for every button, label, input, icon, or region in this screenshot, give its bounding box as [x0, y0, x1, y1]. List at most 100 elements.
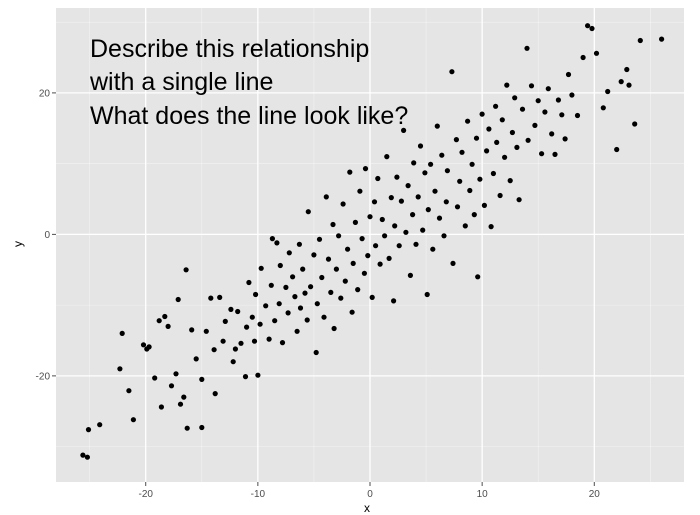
annotation-line-2: with a single line	[89, 68, 273, 96]
data-point	[479, 111, 485, 117]
data-point	[333, 266, 339, 272]
data-point	[422, 170, 428, 176]
data-point	[436, 215, 443, 221]
data-point	[266, 336, 272, 342]
data-point	[313, 349, 319, 356]
data-point	[314, 301, 320, 307]
data-point	[331, 325, 337, 332]
data-point	[177, 401, 184, 407]
data-point	[345, 246, 351, 252]
y-axis-title: y	[11, 241, 25, 247]
data-point	[279, 340, 286, 346]
x-axis-title: x	[364, 501, 370, 515]
data-point	[217, 294, 223, 300]
data-point	[362, 166, 369, 172]
data-point	[391, 298, 397, 304]
data-point	[432, 188, 438, 194]
data-point	[388, 195, 394, 201]
data-point	[398, 198, 404, 204]
data-point	[373, 243, 379, 249]
data-point	[514, 144, 520, 150]
data-point	[199, 424, 205, 431]
data-point	[297, 305, 304, 311]
data-point	[349, 309, 355, 315]
data-point	[367, 214, 373, 220]
data-point	[184, 425, 190, 431]
data-point	[632, 121, 638, 127]
data-point	[181, 394, 187, 400]
data-point	[618, 79, 624, 85]
data-point	[296, 241, 302, 247]
data-point	[292, 294, 298, 300]
data-point	[600, 105, 606, 111]
data-point	[559, 112, 565, 118]
data-point	[441, 233, 447, 239]
data-point	[220, 338, 226, 344]
data-point	[605, 88, 611, 95]
data-point	[263, 303, 269, 309]
data-point	[285, 310, 291, 316]
data-point	[512, 95, 518, 101]
data-point	[494, 139, 500, 145]
data-point	[481, 202, 487, 208]
data-point	[403, 229, 409, 235]
data-point	[574, 112, 581, 119]
data-point	[589, 25, 595, 32]
data-point	[316, 236, 323, 242]
x-tick-label: 20	[589, 489, 601, 500]
data-point	[369, 294, 375, 300]
y-tick-label: 20	[39, 88, 51, 99]
grid-lines	[56, 8, 684, 482]
data-point	[305, 209, 311, 215]
data-point	[484, 148, 490, 154]
annotation-line-3: What does the line look like?	[90, 102, 408, 130]
data-point	[580, 54, 586, 61]
data-point	[473, 135, 480, 141]
data-point	[449, 69, 455, 75]
data-point	[382, 233, 388, 239]
data-point	[420, 227, 426, 233]
data-point	[552, 151, 558, 157]
data-point	[244, 324, 250, 330]
data-point	[277, 262, 283, 269]
data-point	[272, 318, 278, 324]
data-point	[257, 321, 263, 327]
data-point	[323, 194, 329, 200]
data-point	[350, 260, 356, 266]
data-point	[392, 223, 398, 229]
data-point	[593, 50, 600, 56]
data-point	[502, 154, 508, 160]
data-point	[407, 272, 413, 278]
data-point	[434, 123, 440, 129]
data-point	[499, 117, 505, 123]
data-point	[410, 212, 416, 218]
data-point	[488, 224, 494, 230]
data-point	[497, 192, 503, 199]
data-point	[519, 106, 526, 112]
data-point	[97, 422, 103, 428]
data-point	[222, 318, 228, 324]
data-points	[80, 23, 665, 460]
data-point	[140, 342, 147, 348]
data-point	[84, 454, 90, 460]
data-point	[425, 207, 431, 213]
data-point	[146, 344, 152, 350]
data-point	[486, 126, 492, 132]
data-point	[276, 301, 282, 307]
data-point	[359, 236, 365, 242]
data-point	[535, 98, 541, 104]
data-point	[117, 366, 123, 372]
data-point	[379, 216, 385, 223]
data-point	[394, 174, 400, 180]
data-point	[242, 374, 249, 380]
data-point	[203, 328, 209, 334]
data-point	[340, 201, 346, 207]
data-point	[355, 287, 361, 293]
data-point	[428, 161, 434, 167]
data-point	[396, 243, 402, 249]
data-point	[539, 151, 545, 157]
data-point	[624, 66, 630, 73]
data-point	[338, 295, 344, 301]
data-point	[413, 241, 419, 247]
